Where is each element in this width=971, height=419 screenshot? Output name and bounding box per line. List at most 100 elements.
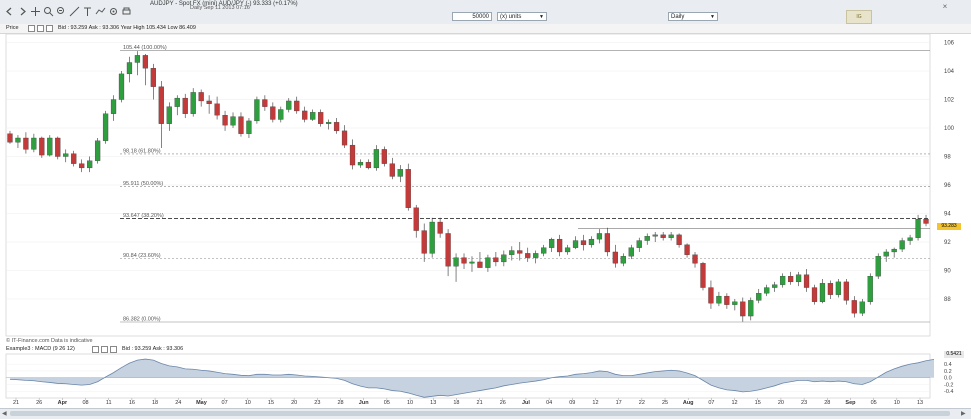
candle-body bbox=[620, 256, 626, 264]
panel-toggle-checkbox[interactable] bbox=[110, 346, 117, 353]
time-tick-label: 25 bbox=[662, 400, 668, 406]
time-tick-label: Jul bbox=[522, 400, 530, 406]
candle-body bbox=[588, 238, 595, 245]
candle-body bbox=[413, 207, 419, 231]
candle-body bbox=[541, 247, 547, 254]
macd-last-tag: 0.5421 bbox=[944, 351, 964, 358]
candle-body bbox=[564, 247, 571, 253]
candle-body bbox=[660, 234, 666, 238]
time-tick-label: 17 bbox=[616, 400, 622, 406]
candle-body bbox=[71, 153, 77, 164]
time-tick-label: 13 bbox=[430, 400, 436, 406]
panel-toggle-checkbox[interactable] bbox=[46, 25, 53, 32]
price-tick-label: 100 bbox=[944, 126, 955, 132]
candle-body bbox=[278, 109, 284, 120]
time-axis: 21 26 Apr 08 11 16 18 24 May 07 10 15 20 23 28 Jun 05 10 1… bbox=[13, 398, 923, 406]
candle-body bbox=[429, 221, 435, 254]
candle-body bbox=[286, 100, 292, 110]
candle-body bbox=[572, 240, 579, 248]
indicator-icon[interactable] bbox=[95, 6, 106, 17]
candle-body bbox=[636, 240, 642, 248]
time-tick-label: 09 bbox=[569, 400, 575, 406]
panel-toggle-checkbox[interactable] bbox=[37, 25, 44, 32]
candle-body bbox=[79, 163, 85, 169]
back-icon[interactable] bbox=[4, 6, 15, 17]
candle-body bbox=[803, 274, 810, 288]
candle-body bbox=[397, 169, 403, 177]
fib-level-label: 95.911 (50.00%) bbox=[123, 181, 163, 187]
price-tick-label: 88 bbox=[944, 297, 951, 303]
print-icon[interactable] bbox=[121, 6, 132, 17]
candle-body bbox=[477, 261, 483, 268]
macd-tick-label: -0.2 bbox=[944, 382, 953, 388]
price-tick-label: 104 bbox=[944, 69, 955, 75]
price-info-bar: Price Bid : 93.259 Ask : 93.306 Year Hig… bbox=[0, 24, 971, 34]
candle-body bbox=[437, 221, 443, 234]
crosshair-icon[interactable] bbox=[30, 6, 41, 17]
candle-body bbox=[238, 116, 244, 134]
scroll-left-icon[interactable]: ◀ bbox=[2, 411, 7, 417]
time-tick-label: 23 bbox=[801, 400, 807, 406]
candle-body bbox=[596, 233, 603, 240]
horizontal-scrollbar[interactable]: ◀ ▶ bbox=[0, 408, 971, 419]
candle-body bbox=[150, 68, 156, 87]
candle-body bbox=[867, 276, 873, 302]
macd-tick-label: 0.0 bbox=[944, 376, 952, 382]
fib-level-label: 98.18 (61.80%) bbox=[123, 148, 161, 154]
panel-toggle-checkbox[interactable] bbox=[101, 346, 108, 353]
candle-body bbox=[851, 300, 857, 314]
forward-icon[interactable] bbox=[17, 6, 28, 17]
candle-body bbox=[39, 137, 45, 156]
units-quantity-input[interactable]: 50000 bbox=[452, 12, 492, 21]
data-source-note: © IT-Finance.com Data is indicative bbox=[6, 338, 93, 344]
candle-body bbox=[756, 293, 762, 301]
panel-toggle-checkbox[interactable] bbox=[28, 25, 35, 32]
time-tick-label: 12 bbox=[592, 400, 598, 406]
settings-icon[interactable] bbox=[108, 6, 119, 17]
period-dropdown[interactable]: Daily ▼ bbox=[668, 12, 718, 21]
candle-body bbox=[780, 276, 786, 285]
units-label: (x) units bbox=[500, 14, 522, 20]
units-dropdown[interactable]: (x) units ▼ bbox=[497, 12, 547, 21]
zoom-out-icon[interactable] bbox=[56, 6, 67, 17]
zoom-in-icon[interactable] bbox=[43, 6, 54, 17]
panel-toggle-checkbox[interactable] bbox=[92, 346, 99, 353]
candle-body bbox=[811, 287, 818, 302]
macd-series bbox=[6, 358, 935, 398]
time-tick-label: 08 bbox=[82, 400, 88, 406]
fibonacci-levels: 105.44 (100.00%) 98.18 (61.80%) 95.911 (50… bbox=[120, 45, 930, 323]
draw-line-icon[interactable] bbox=[69, 6, 80, 17]
candle-body bbox=[15, 137, 21, 143]
close-icon[interactable]: × bbox=[942, 2, 948, 11]
price-tick-label: 102 bbox=[944, 98, 955, 104]
time-tick-label: 20 bbox=[291, 400, 297, 406]
candle-body bbox=[556, 238, 563, 253]
scroll-thumb[interactable] bbox=[10, 411, 950, 416]
price-tick-label: 92 bbox=[944, 240, 951, 246]
instrument-title: AUDJPY - Spot FX (mini) AUD/JPY (-) 93.3… bbox=[150, 1, 298, 7]
price-tick-label: 90 bbox=[944, 268, 951, 274]
candle-body bbox=[708, 287, 714, 304]
candle-body bbox=[883, 251, 889, 257]
candle-body bbox=[899, 240, 905, 250]
price-panel-label: Price bbox=[6, 25, 19, 31]
candle-body bbox=[373, 149, 380, 169]
candle-body bbox=[310, 112, 316, 120]
time-tick-label: 05 bbox=[384, 400, 390, 406]
scroll-right-icon[interactable]: ▶ bbox=[961, 411, 966, 417]
candle-body bbox=[716, 295, 722, 304]
macd-tick-label: -0.4 bbox=[944, 389, 953, 395]
chart-status: Daily Sep 11 2013 07:16 bbox=[190, 5, 250, 11]
period-label: Daily bbox=[671, 14, 685, 20]
candle-body bbox=[915, 219, 921, 238]
candle-body bbox=[525, 253, 531, 258]
candle-body bbox=[684, 244, 690, 255]
macd-line bbox=[9, 358, 935, 398]
candle-body bbox=[357, 162, 364, 166]
candle-body bbox=[166, 106, 172, 124]
candle-body bbox=[764, 287, 770, 294]
price-tick-label: 98 bbox=[944, 155, 951, 161]
text-tool-icon[interactable] bbox=[82, 6, 93, 17]
candle-body bbox=[158, 86, 164, 124]
